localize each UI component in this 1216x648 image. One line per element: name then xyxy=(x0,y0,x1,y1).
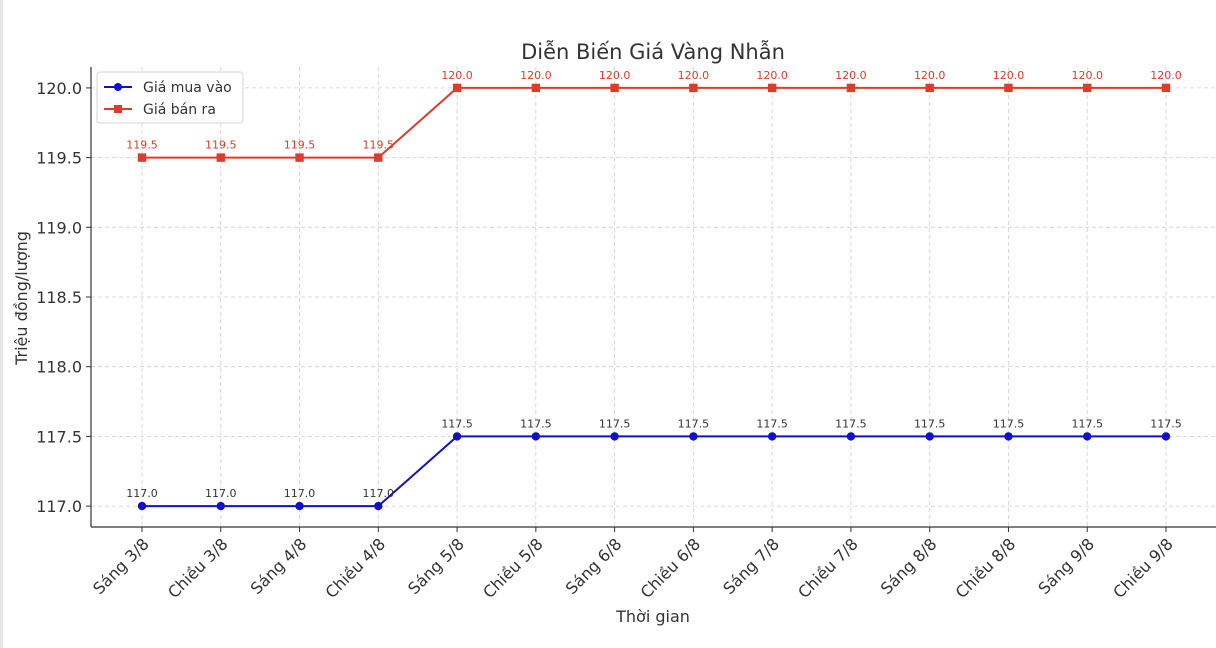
legend-label-sell: Giá bán ra xyxy=(143,102,216,118)
y-tick-label: 118.0 xyxy=(36,358,82,377)
data-point xyxy=(925,432,934,441)
data-label: 119.5 xyxy=(126,139,158,152)
data-label: 117.5 xyxy=(835,417,867,430)
data-label: 120.0 xyxy=(835,69,867,82)
y-tick-label: 120.0 xyxy=(36,79,82,98)
x-tick-label: Chiều 4/8 xyxy=(322,534,390,602)
data-point xyxy=(531,83,541,93)
data-point xyxy=(137,153,147,162)
data-point xyxy=(1004,432,1013,441)
grid-lines xyxy=(91,67,1216,527)
data-label: 117.0 xyxy=(126,487,158,500)
data-label: 120.0 xyxy=(599,69,631,82)
chart-title: Diễn Biến Giá Vàng Nhẫn xyxy=(521,39,785,64)
data-point xyxy=(767,432,777,441)
data-label: 117.5 xyxy=(678,417,710,430)
data-point xyxy=(1083,432,1092,441)
data-point xyxy=(452,432,462,441)
data-point xyxy=(846,432,856,441)
x-tick-label: Sáng 4/8 xyxy=(247,534,311,598)
data-point xyxy=(374,501,383,511)
data-point xyxy=(846,83,856,93)
data-point xyxy=(689,432,698,441)
x-tick-label: Sáng 7/8 xyxy=(719,534,783,598)
data-label: 117.0 xyxy=(284,487,316,500)
legend-box xyxy=(96,71,244,124)
data-label: 119.5 xyxy=(205,139,237,152)
data-label: 120.0 xyxy=(1150,69,1182,82)
x-tick-label: Chiều 8/8 xyxy=(952,534,1020,602)
x-tick-label: Sáng 6/8 xyxy=(562,534,626,598)
data-point xyxy=(1161,83,1171,93)
data-point xyxy=(216,501,225,511)
data-point xyxy=(1004,83,1013,93)
data-label: 117.5 xyxy=(756,417,788,430)
data-point xyxy=(452,83,462,93)
data-label: 120.0 xyxy=(441,69,473,82)
data-label: 117.5 xyxy=(520,417,552,430)
x-tick-label: Sáng 9/8 xyxy=(1034,534,1098,598)
data-point xyxy=(531,432,541,441)
y-tick-label: 118.5 xyxy=(36,288,82,307)
data-label: 117.5 xyxy=(914,417,946,430)
data-point xyxy=(925,83,934,93)
x-tick-label: Chiều 3/8 xyxy=(164,534,232,602)
series-line-buy xyxy=(142,435,1166,508)
data-point xyxy=(295,153,304,162)
data-label: 120.0 xyxy=(993,69,1025,82)
data-label: 117.0 xyxy=(363,487,395,500)
x-tick-label: Sáng 3/8 xyxy=(89,534,153,598)
data-point xyxy=(689,83,698,93)
data-label: 117.5 xyxy=(1071,417,1103,430)
data-point xyxy=(1161,432,1171,441)
y-tick-label: 119.0 xyxy=(36,218,82,237)
x-tick-label: Chiều 6/8 xyxy=(637,534,705,602)
data-label: 117.0 xyxy=(205,487,237,500)
data-point xyxy=(374,153,383,162)
data-point xyxy=(137,501,147,511)
data-label: 120.0 xyxy=(520,69,552,82)
data-label: 120.0 xyxy=(1071,69,1103,82)
data-label: 120.0 xyxy=(678,69,710,82)
data-labels: 117.0 117.0 117.0 117.0 117.5 117.5 117.5 117.5… xyxy=(126,69,1182,500)
data-label: 117.5 xyxy=(993,417,1025,430)
legend: Giá mua vào Giá bán ra xyxy=(96,71,244,124)
x-tick-label: Sáng 5/8 xyxy=(404,534,468,598)
y-tick-label: 119.5 xyxy=(36,149,82,168)
data-label: 117.5 xyxy=(1150,417,1182,430)
x-tick-label: Chiều 9/8 xyxy=(1109,534,1177,602)
data-label: 120.0 xyxy=(914,69,946,82)
data-point xyxy=(610,432,619,441)
data-point xyxy=(1083,83,1092,93)
x-tick-label: Chiều 5/8 xyxy=(479,534,547,602)
data-label: 120.0 xyxy=(756,69,788,82)
legend-marker-buy xyxy=(114,83,122,91)
x-axis-label: Thời gian xyxy=(615,607,690,626)
x-tick-label: Sáng 8/8 xyxy=(877,534,941,598)
y-tick-label: 117.5 xyxy=(36,427,82,446)
y-tick-label: 117.0 xyxy=(36,497,82,516)
y-axis-label: Triệu đồng/lượng xyxy=(12,231,31,366)
x-tick-label: Chiều 7/8 xyxy=(794,534,862,602)
legend-label-buy: Giá mua vào xyxy=(143,80,232,96)
data-point xyxy=(767,83,777,93)
data-point xyxy=(216,153,225,162)
data-label: 117.5 xyxy=(441,417,473,430)
data-label: 119.5 xyxy=(363,139,395,152)
data-point xyxy=(295,501,304,511)
series-layer xyxy=(137,83,1171,511)
series-line-sell xyxy=(142,86,1166,159)
data-label: 117.5 xyxy=(599,417,631,430)
data-label: 119.5 xyxy=(284,139,316,152)
data-point xyxy=(610,83,619,93)
legend-marker-sell xyxy=(114,105,122,113)
